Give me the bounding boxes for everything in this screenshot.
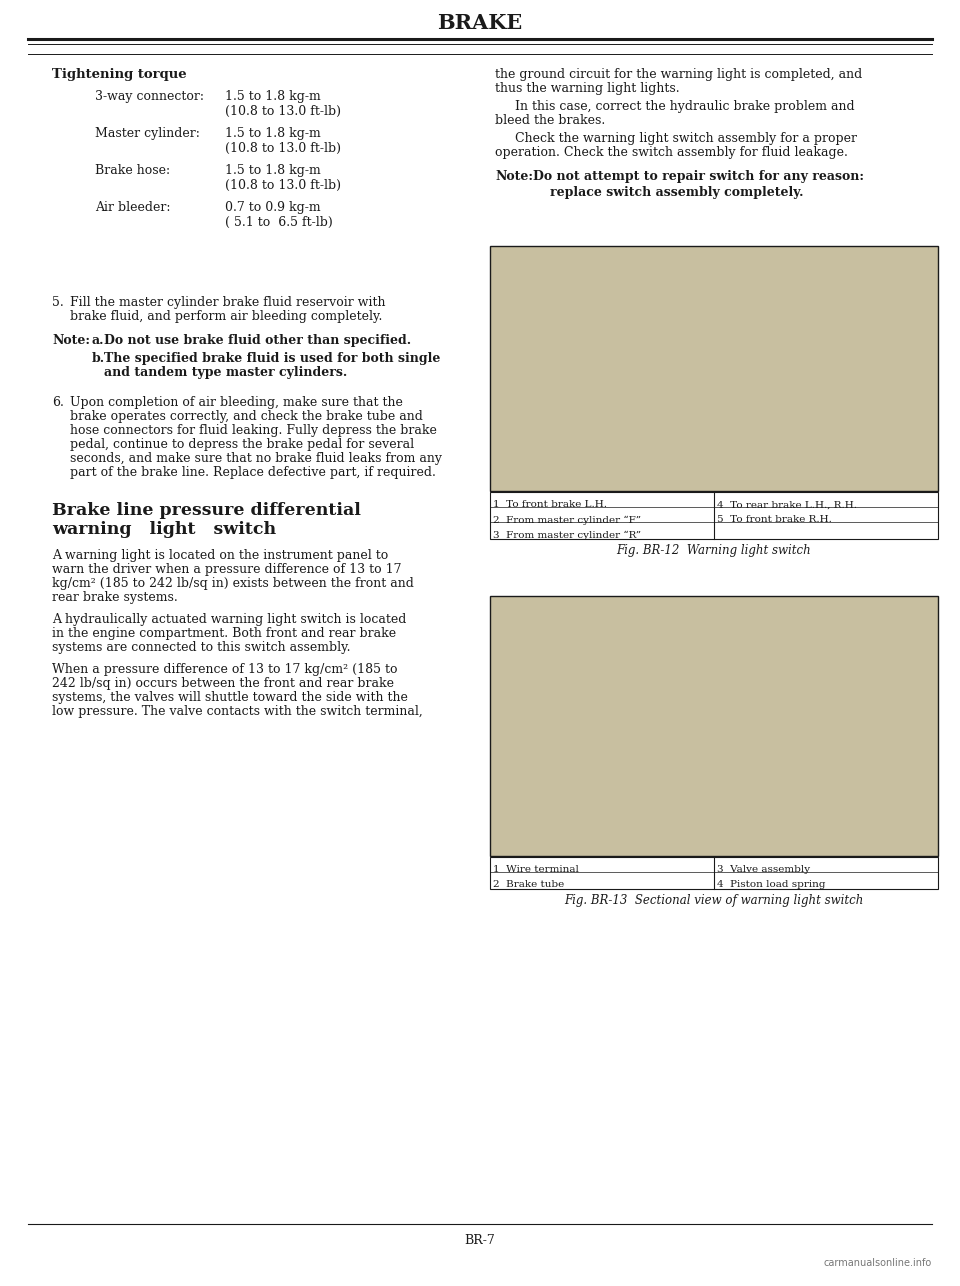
Text: Fill the master cylinder brake fluid reservoir with: Fill the master cylinder brake fluid res… <box>70 296 386 309</box>
Bar <box>490 595 938 856</box>
Text: A hydraulically actuated warning light switch is located: A hydraulically actuated warning light s… <box>52 613 406 626</box>
Text: 3  From master cylinder “R”: 3 From master cylinder “R” <box>493 530 641 540</box>
Text: low pressure. The valve contacts with the switch terminal,: low pressure. The valve contacts with th… <box>52 705 422 718</box>
Text: 6.: 6. <box>52 396 64 409</box>
Text: The specified brake fluid is used for both single: The specified brake fluid is used for bo… <box>104 352 441 365</box>
Text: a.: a. <box>92 334 105 347</box>
Text: Upon completion of air bleeding, make sure that the: Upon completion of air bleeding, make su… <box>70 396 403 409</box>
Text: thus the warning light lights.: thus the warning light lights. <box>495 82 680 95</box>
Text: 1  Wire terminal: 1 Wire terminal <box>493 865 579 874</box>
Text: In this case, correct the hydraulic brake problem and: In this case, correct the hydraulic brak… <box>515 100 854 113</box>
Text: Fig. BR-13  Sectional view of warning light switch: Fig. BR-13 Sectional view of warning lig… <box>564 894 864 907</box>
Text: Do not use brake fluid other than specified.: Do not use brake fluid other than specif… <box>104 334 411 347</box>
Text: rear brake systems.: rear brake systems. <box>52 592 178 604</box>
Text: Check the warning light switch assembly for a proper: Check the warning light switch assembly … <box>515 132 857 145</box>
Text: Air bleeder:: Air bleeder: <box>95 201 171 213</box>
Text: kg/cm² (185 to 242 lb/sq in) exists between the front and: kg/cm² (185 to 242 lb/sq in) exists betw… <box>52 577 414 590</box>
Text: Do not attempt to repair switch for any reason:: Do not attempt to repair switch for any … <box>533 170 864 183</box>
Text: 242 lb/sq in) occurs between the front and rear brake: 242 lb/sq in) occurs between the front a… <box>52 676 394 691</box>
Text: BRAKE: BRAKE <box>438 13 522 33</box>
Text: When a pressure difference of 13 to 17 kg/cm² (185 to: When a pressure difference of 13 to 17 k… <box>52 664 397 676</box>
Text: A warning light is located on the instrument panel to: A warning light is located on the instru… <box>52 549 388 562</box>
Text: 5.: 5. <box>52 296 63 309</box>
Text: and tandem type master cylinders.: and tandem type master cylinders. <box>104 367 348 379</box>
Text: 0.7 to 0.9 kg-m: 0.7 to 0.9 kg-m <box>225 201 321 213</box>
Text: 2  Brake tube: 2 Brake tube <box>493 880 564 889</box>
Text: BR-7: BR-7 <box>465 1235 495 1247</box>
Text: seconds, and make sure that no brake fluid leaks from any: seconds, and make sure that no brake flu… <box>70 451 442 466</box>
Text: replace switch assembly completely.: replace switch assembly completely. <box>550 186 804 199</box>
Text: 1.5 to 1.8 kg-m: 1.5 to 1.8 kg-m <box>225 165 321 177</box>
Text: 1  To front brake L.H.: 1 To front brake L.H. <box>493 500 607 509</box>
Text: bleed the brakes.: bleed the brakes. <box>495 114 605 127</box>
Text: 3-way connector:: 3-way connector: <box>95 90 204 103</box>
Text: carmanualsonline.info: carmanualsonline.info <box>824 1258 932 1268</box>
Bar <box>490 246 938 491</box>
Text: Tightening torque: Tightening torque <box>52 68 186 81</box>
Text: Note:: Note: <box>52 334 90 347</box>
Text: Master cylinder:: Master cylinder: <box>95 127 200 140</box>
Text: 5  To front brake R.H.: 5 To front brake R.H. <box>717 516 832 525</box>
Text: 2  From master cylinder “F”: 2 From master cylinder “F” <box>493 516 641 525</box>
Text: warning   light   switch: warning light switch <box>52 521 276 538</box>
Text: (10.8 to 13.0 ft-lb): (10.8 to 13.0 ft-lb) <box>225 179 341 192</box>
Text: brake fluid, and perform air bleeding completely.: brake fluid, and perform air bleeding co… <box>70 310 382 323</box>
Text: 1.5 to 1.8 kg-m: 1.5 to 1.8 kg-m <box>225 90 321 103</box>
Text: 4  To rear brake L.H., R.H.: 4 To rear brake L.H., R.H. <box>717 500 857 509</box>
Text: 3  Valve assembly: 3 Valve assembly <box>717 865 810 874</box>
Text: systems, the valves will shuttle toward the side with the: systems, the valves will shuttle toward … <box>52 691 408 703</box>
Text: Fig. BR-12  Warning light switch: Fig. BR-12 Warning light switch <box>616 544 811 557</box>
Bar <box>490 493 938 539</box>
Text: hose connectors for fluid leaking. Fully depress the brake: hose connectors for fluid leaking. Fully… <box>70 424 437 437</box>
Text: brake operates correctly, and check the brake tube and: brake operates correctly, and check the … <box>70 410 422 423</box>
Text: operation. Check the switch assembly for fluid leakage.: operation. Check the switch assembly for… <box>495 147 848 159</box>
Text: (10.8 to 13.0 ft-lb): (10.8 to 13.0 ft-lb) <box>225 141 341 156</box>
Text: Note:: Note: <box>495 170 533 183</box>
Bar <box>490 856 938 889</box>
Text: part of the brake line. Replace defective part, if required.: part of the brake line. Replace defectiv… <box>70 466 436 478</box>
Text: (10.8 to 13.0 ft-lb): (10.8 to 13.0 ft-lb) <box>225 105 341 118</box>
Text: warn the driver when a pressure difference of 13 to 17: warn the driver when a pressure differen… <box>52 563 401 576</box>
Text: 1.5 to 1.8 kg-m: 1.5 to 1.8 kg-m <box>225 127 321 140</box>
Text: the ground circuit for the warning light is completed, and: the ground circuit for the warning light… <box>495 68 862 81</box>
Text: 4  Piston load spring: 4 Piston load spring <box>717 880 826 889</box>
Text: Brake line pressure differential: Brake line pressure differential <box>52 502 361 520</box>
Text: ( 5.1 to  6.5 ft-lb): ( 5.1 to 6.5 ft-lb) <box>225 216 333 229</box>
Text: Brake hose:: Brake hose: <box>95 165 170 177</box>
Text: in the engine compartment. Both front and rear brake: in the engine compartment. Both front an… <box>52 628 396 640</box>
Text: pedal, continue to depress the brake pedal for several: pedal, continue to depress the brake ped… <box>70 439 414 451</box>
Text: b.: b. <box>92 352 106 365</box>
Text: systems are connected to this switch assembly.: systems are connected to this switch ass… <box>52 640 350 655</box>
